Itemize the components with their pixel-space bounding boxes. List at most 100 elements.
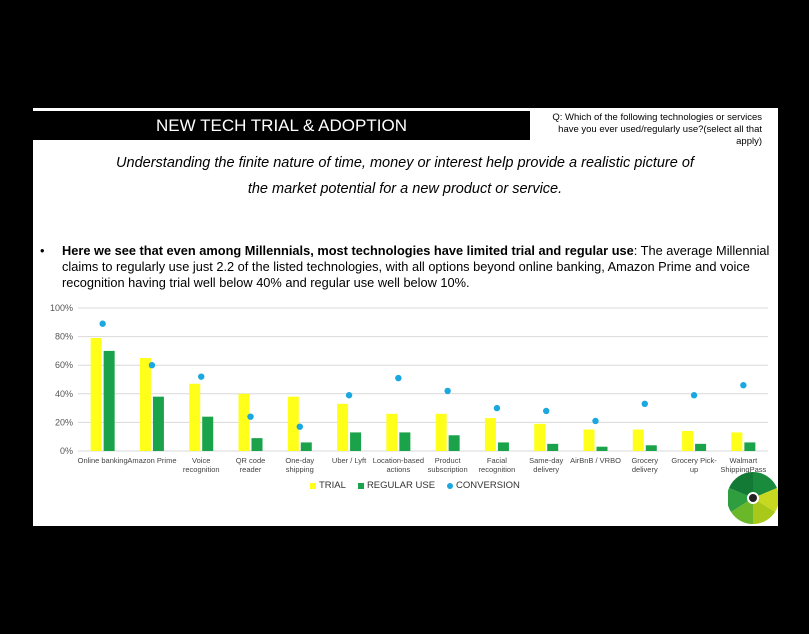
x-tick-label: Voice recognition bbox=[183, 456, 220, 474]
conversion-point bbox=[247, 413, 254, 420]
regular-use-bar bbox=[103, 350, 115, 451]
conversion-point bbox=[641, 400, 648, 408]
bullet-marker: • bbox=[40, 243, 45, 258]
conversion-point bbox=[444, 387, 451, 395]
subtitle-line-1: Understanding the finite nature of time,… bbox=[116, 155, 694, 171]
chart-legend: TRIAL REGULAR USE CONVERSION bbox=[310, 480, 520, 491]
x-tick-label-line: Facial bbox=[487, 456, 507, 465]
regular-use-bar bbox=[695, 443, 707, 451]
regular-use-bar bbox=[202, 416, 214, 451]
legend-trial-label: TRIAL bbox=[319, 480, 346, 491]
trial-bar bbox=[287, 396, 299, 451]
conversion-point bbox=[198, 373, 205, 380]
x-tick-label: Online banking bbox=[78, 456, 128, 465]
x-tick-label-line: reader bbox=[240, 465, 262, 474]
regular-use-bar bbox=[251, 438, 263, 451]
conversion-point bbox=[148, 362, 156, 369]
x-tick-label-line: Grocery Pick- bbox=[671, 456, 717, 465]
x-tick-label: AirBnB / VRBO bbox=[570, 456, 621, 465]
y-tick-label: 40% bbox=[55, 389, 73, 399]
conversion-point bbox=[345, 392, 353, 399]
brand-logo-icon bbox=[728, 472, 778, 525]
y-tick-label: 100% bbox=[50, 303, 73, 313]
x-tick-label-line: Product bbox=[435, 456, 462, 465]
trial-bar bbox=[189, 383, 201, 451]
x-tick-label-line: Walmart bbox=[730, 456, 759, 465]
x-tick-label: Grocery Pick-up bbox=[671, 456, 717, 474]
trial-bar bbox=[583, 429, 595, 451]
regular-use-bar bbox=[744, 442, 756, 451]
conversion-point bbox=[592, 417, 599, 425]
bullet-rest: : The average Millennial claims to regul… bbox=[62, 243, 770, 290]
regular-use-bar bbox=[596, 446, 608, 451]
x-tick-label: Facial recognition bbox=[479, 456, 516, 474]
bullet-lead: Here we see that even among Millennials,… bbox=[62, 243, 634, 258]
x-tick-label-line: ShippingPass bbox=[720, 465, 766, 474]
x-tick-label: Product subscription bbox=[428, 456, 468, 474]
x-tick-label: Uber / Lyft bbox=[332, 456, 367, 465]
conversion-point bbox=[690, 392, 698, 399]
x-tick-label: Walmart ShippingPass bbox=[720, 456, 766, 474]
x-tick-label: QR code reader bbox=[236, 456, 266, 474]
y-tick-label: 0% bbox=[60, 446, 73, 456]
x-tick-label: Amazon Prime bbox=[127, 456, 176, 465]
trial-bar bbox=[682, 430, 694, 451]
x-tick-label: Grocery delivery bbox=[631, 456, 658, 474]
legend-conversion: CONVERSION bbox=[447, 480, 520, 491]
subtitle: Understanding the finite nature of time,… bbox=[40, 150, 770, 202]
x-tick-label-line: subscription bbox=[428, 465, 468, 474]
x-tick-label-line: Voice bbox=[192, 456, 210, 465]
x-tick-label-line: recognition bbox=[183, 465, 220, 474]
x-tick-label-line: Amazon Prime bbox=[127, 456, 176, 465]
survey-question: Q: Which of the following technologies o… bbox=[552, 112, 762, 147]
conversion-point bbox=[543, 407, 550, 415]
key-insight-bullet: • Here we see that even among Millennial… bbox=[40, 243, 776, 291]
x-tick-label-line: QR code bbox=[236, 456, 266, 465]
conversion-point bbox=[99, 320, 106, 327]
y-tick-label: 80% bbox=[55, 332, 73, 342]
conversion-point bbox=[395, 374, 402, 382]
trial-bar bbox=[90, 338, 102, 451]
x-tick-label-line: shipping bbox=[286, 465, 314, 474]
subtitle-line-2: the market potential for a new product o… bbox=[247, 181, 563, 197]
trial-bar bbox=[731, 432, 743, 451]
regular-use-bar bbox=[399, 432, 411, 451]
x-tick-label-line: Location-based bbox=[373, 456, 424, 465]
slide-background bbox=[33, 108, 778, 526]
regular-use-bar bbox=[547, 443, 559, 451]
x-tick-label-line: Uber / Lyft bbox=[332, 456, 367, 465]
trial-bar bbox=[534, 423, 546, 451]
x-tick-label-line: up bbox=[690, 465, 698, 474]
legend-trial: TRIAL bbox=[310, 480, 346, 491]
regular-use-bar bbox=[448, 435, 460, 451]
trial-bar bbox=[139, 358, 151, 451]
regular-use-bar bbox=[300, 442, 312, 451]
bullet-text: Here we see that even among Millennials,… bbox=[62, 243, 776, 291]
x-tick-label-line: delivery bbox=[632, 465, 658, 474]
x-tick-label-line: Grocery bbox=[631, 456, 658, 465]
legend-regular-use: REGULAR USE bbox=[357, 480, 436, 491]
trial-bar bbox=[632, 429, 644, 451]
x-tick-label-line: recognition bbox=[479, 465, 516, 474]
trial-bar bbox=[435, 413, 447, 451]
x-tick-label-line: actions bbox=[386, 465, 410, 474]
x-tick-label: One-day shipping bbox=[285, 456, 314, 474]
regular-use-bar bbox=[350, 432, 362, 451]
x-tick-label-line: Same-day bbox=[529, 456, 563, 465]
x-tick-label-line: Online banking bbox=[78, 456, 128, 465]
trial-bar bbox=[386, 413, 398, 451]
x-tick-label: Same-day delivery bbox=[529, 456, 563, 474]
tech-adoption-chart: 0% 20% 40% 60% 80% 100% Online banking Amazon P… bbox=[50, 303, 768, 474]
trial-bar bbox=[484, 418, 496, 451]
trial-bar bbox=[238, 393, 250, 451]
legend-regular-use-label: REGULAR USE bbox=[366, 480, 436, 491]
y-tick-label: 20% bbox=[55, 417, 73, 427]
trial-bar bbox=[337, 403, 349, 451]
regular-use-bar bbox=[497, 442, 509, 451]
regular-use-bar bbox=[152, 396, 164, 451]
legend-regular-use-swatch bbox=[357, 482, 364, 489]
legend-conversion-label: CONVERSION bbox=[456, 480, 520, 491]
x-tick-label-line: delivery bbox=[533, 465, 559, 474]
legend-conversion-swatch bbox=[447, 482, 454, 489]
conversion-point bbox=[296, 423, 303, 430]
